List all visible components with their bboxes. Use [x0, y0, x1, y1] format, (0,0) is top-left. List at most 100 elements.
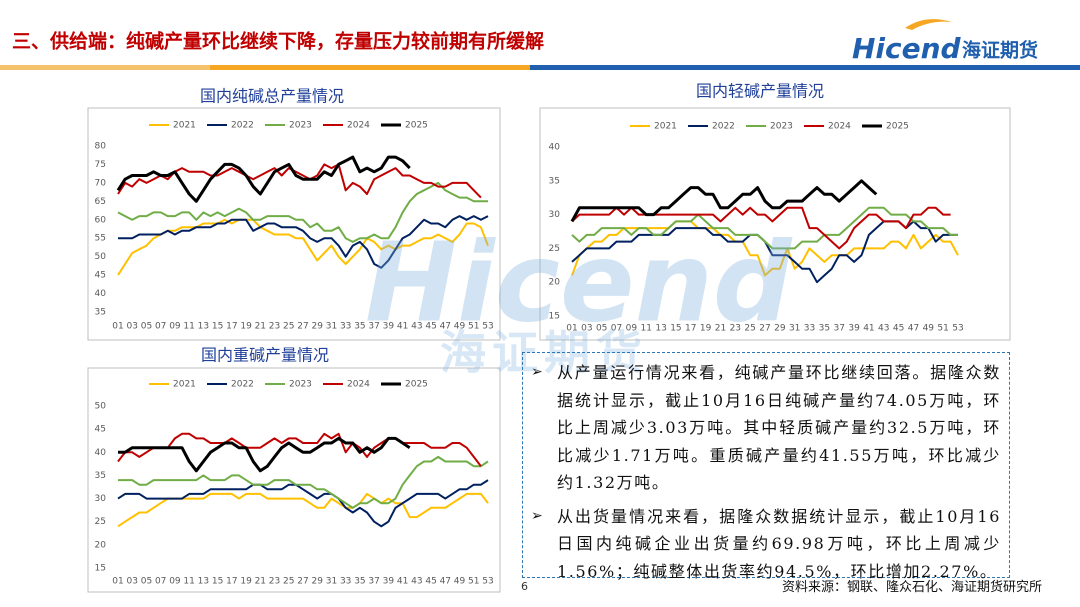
bullet: ➢ 从出货量情况来看，据隆众数据统计显示，截止10月16日国内纯碱企业出货量约69…	[531, 503, 1001, 586]
series-line	[118, 455, 489, 509]
x-tick-label: 25	[283, 322, 294, 332]
x-tick-label: 09	[169, 577, 181, 587]
legend-label: 2024	[347, 121, 370, 131]
x-tick-label: 25	[283, 577, 294, 587]
x-tick-label: 43	[411, 577, 422, 587]
series-line	[570, 179, 878, 223]
series-line	[118, 436, 411, 473]
legend-label: 2022	[231, 380, 254, 390]
x-tick-label: 25	[744, 324, 755, 334]
x-tick-label: 41	[397, 322, 408, 332]
x-tick-label: 47	[908, 324, 919, 334]
x-tick-label: 33	[340, 322, 351, 332]
legend-label: 2024	[347, 380, 370, 390]
x-tick-label: 09	[169, 322, 181, 332]
x-tick-label: 21	[255, 577, 266, 587]
logo-swoosh	[905, 19, 952, 30]
legend-label: 2023	[289, 121, 312, 131]
x-tick-label: 07	[611, 324, 622, 334]
x-tick-label: 49	[454, 577, 466, 587]
y-tick-label: 60	[95, 215, 107, 225]
x-tick-label: 11	[183, 577, 194, 587]
header-bar	[0, 65, 210, 70]
y-tick-label: 45	[95, 425, 106, 435]
y-tick-label: 20	[549, 278, 561, 288]
x-tick-label: 09	[626, 324, 638, 334]
series-line	[571, 220, 959, 277]
x-tick-label: 11	[641, 324, 652, 334]
x-tick-label: 37	[368, 577, 379, 587]
chart-panel	[87, 367, 501, 593]
y-tick-label: 50	[95, 252, 107, 262]
legend-label: 2023	[770, 122, 793, 132]
bullet-arrow: ➢	[531, 364, 545, 380]
x-tick-label: 33	[804, 324, 815, 334]
x-tick-label: 29	[312, 322, 324, 332]
x-tick-label: 19	[240, 322, 252, 332]
bullet-arrow: ➢	[531, 507, 545, 524]
x-tick-label: 03	[127, 322, 138, 332]
legend-label: 2021	[173, 380, 196, 390]
x-tick-label: 53	[482, 322, 493, 332]
x-tick-label: 35	[354, 322, 365, 332]
x-tick-label: 53	[482, 577, 493, 587]
x-tick-label: 17	[685, 324, 696, 334]
x-tick-label: 13	[198, 322, 209, 332]
x-tick-label: 41	[863, 324, 874, 334]
legend-label: 2025	[886, 122, 909, 132]
page-number: 6	[521, 580, 528, 593]
legend-label: 2023	[289, 380, 312, 390]
y-tick-label: 40	[549, 143, 561, 153]
x-tick-label: 19	[240, 577, 252, 587]
series-line	[571, 206, 951, 250]
x-tick-label: 45	[425, 322, 436, 332]
series-line	[117, 479, 489, 528]
series-line	[571, 206, 958, 250]
y-tick-label: 70	[95, 178, 107, 188]
x-tick-label: 07	[155, 322, 166, 332]
x-tick-label: 37	[834, 324, 845, 334]
series-line	[117, 181, 488, 243]
header-bar	[210, 65, 530, 70]
x-tick-label: 35	[354, 577, 365, 587]
x-tick-label: 47	[440, 322, 451, 332]
watermark: Hicend	[365, 218, 793, 346]
x-tick-label: 33	[340, 577, 351, 587]
x-tick-label: 03	[581, 324, 592, 334]
legend-label: 2025	[405, 380, 428, 390]
y-tick-label: 45	[95, 271, 106, 281]
legend-label: 2022	[231, 121, 254, 131]
x-tick-label: 31	[789, 324, 800, 334]
y-tick-label: 35	[95, 471, 106, 481]
x-tick-label: 05	[141, 322, 152, 332]
x-tick-label: 39	[848, 324, 860, 334]
x-tick-label: 01	[566, 324, 577, 334]
y-tick-label: 15	[95, 564, 106, 574]
y-tick-label: 25	[549, 244, 560, 254]
y-tick-label: 35	[549, 176, 560, 186]
y-tick-label: 80	[95, 142, 107, 152]
x-tick-label: 35	[819, 324, 830, 334]
y-tick-label: 65	[95, 197, 106, 207]
x-tick-label: 17	[226, 577, 237, 587]
x-tick-label: 37	[368, 322, 379, 332]
logo-cn: 海证期货	[962, 39, 1038, 62]
x-tick-label: 39	[383, 322, 395, 332]
x-tick-label: 23	[269, 322, 280, 332]
x-tick-label: 45	[893, 324, 904, 334]
y-tick-label: 55	[95, 234, 106, 244]
x-tick-label: 29	[312, 577, 324, 587]
y-tick-label: 50	[95, 402, 107, 412]
y-tick-label: 20	[95, 540, 107, 550]
x-tick-label: 39	[383, 577, 395, 587]
chart-panel	[539, 107, 1011, 341]
y-tick-label: 35	[95, 308, 106, 318]
source: 资料来源：钢联、隆众石化、海证期货研究所	[782, 580, 1043, 595]
chart-title: 国内纯碱总产量情况	[200, 87, 344, 106]
x-tick-label: 49	[454, 322, 466, 332]
header-bar	[530, 65, 1080, 70]
y-tick-label: 30	[95, 494, 107, 504]
x-tick-label: 19	[700, 324, 712, 334]
y-tick-label: 15	[549, 312, 560, 322]
x-tick-label: 13	[198, 577, 209, 587]
